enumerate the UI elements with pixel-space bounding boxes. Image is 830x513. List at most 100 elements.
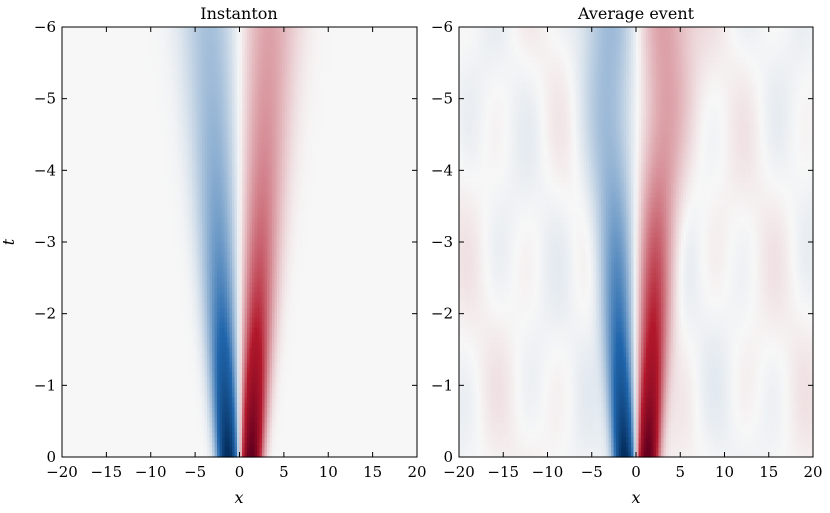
heatmap-cell	[157, 442, 161, 448]
heatmap-cell	[309, 447, 313, 453]
heatmap-cell	[64, 437, 68, 443]
heatmap-cell	[322, 427, 326, 433]
heatmap-cell	[142, 437, 146, 443]
heatmap-cell	[342, 447, 346, 453]
heatmap-cell	[174, 417, 178, 423]
heatmap-cell	[302, 437, 306, 443]
heatmap-cell	[392, 427, 396, 433]
heatmap-cell	[249, 432, 253, 438]
heatmap-cell	[82, 447, 86, 453]
heatmap-cell	[272, 417, 276, 423]
heatmap-cell	[187, 422, 191, 428]
heatmap-cell	[107, 437, 111, 443]
heatmap-cell	[387, 422, 391, 428]
heatmap-cell	[104, 417, 108, 423]
heatmap-cell	[117, 427, 121, 433]
heatmap-cell	[252, 417, 256, 423]
heatmap-cell	[264, 452, 268, 458]
heatmap-cell	[197, 447, 201, 453]
heatmap-cell	[294, 452, 298, 458]
heatmap-cell	[337, 427, 341, 433]
heatmap-cell	[407, 427, 411, 433]
heatmap-cell	[347, 437, 351, 443]
heatmap-cell	[229, 417, 233, 423]
heatmap-cell	[222, 447, 226, 453]
heatmap-cell	[119, 427, 123, 433]
heatmap-cell	[364, 452, 368, 458]
heatmap-cell	[372, 442, 376, 448]
heatmap-cell	[327, 447, 331, 453]
heatmap-cell	[292, 432, 296, 438]
heatmap-cell	[409, 422, 413, 428]
heatmap-cell	[202, 432, 206, 438]
heatmap-cell	[397, 427, 401, 433]
heatmap-cell	[92, 417, 96, 423]
heatmap-cell	[347, 442, 351, 448]
heatmap-cell	[94, 417, 98, 423]
heatmap-cell	[399, 417, 403, 423]
heatmap-cell	[302, 447, 306, 453]
heatmap-cell	[92, 432, 96, 438]
heatmap-cell	[362, 427, 366, 433]
heatmap-cell	[212, 432, 216, 438]
heatmap-cell	[369, 437, 373, 443]
heatmap-cell	[247, 447, 251, 453]
heatmap-cell	[92, 442, 96, 448]
heatmap-cell	[117, 412, 121, 418]
heatmap-cell	[414, 442, 418, 448]
heatmap-cell	[122, 412, 126, 418]
heatmap-cell	[344, 432, 348, 438]
heatmap-cell	[232, 417, 236, 423]
heatmap-cell	[367, 442, 371, 448]
heatmap-cell	[319, 452, 323, 458]
heatmap-cell	[327, 422, 331, 428]
heatmap-cell	[157, 417, 161, 423]
heatmap-cell	[152, 412, 156, 418]
heatmap-cell	[87, 437, 91, 443]
heatmap-cell	[402, 432, 406, 438]
heatmap-cell	[232, 442, 236, 448]
heatmap-cell	[277, 452, 281, 458]
heatmap-cell	[167, 447, 171, 453]
heatmap-cell	[314, 442, 318, 448]
heatmap-cell	[67, 427, 71, 433]
heatmap-cell	[137, 427, 141, 433]
heatmap-cell	[334, 442, 338, 448]
heatmap-cell	[369, 442, 373, 448]
heatmap-cell	[132, 412, 136, 418]
heatmap-cell	[362, 447, 366, 453]
heatmap-cell	[167, 452, 171, 458]
heatmap-cell	[382, 417, 386, 423]
heatmap-cell	[394, 432, 398, 438]
heatmap-cell	[337, 417, 341, 423]
heatmap-cell	[109, 417, 113, 423]
heatmap-cell	[274, 437, 278, 443]
heatmap-cell	[189, 432, 193, 438]
heatmap-cell	[132, 447, 136, 453]
heatmap-cell	[209, 422, 213, 428]
heatmap-cell	[129, 422, 133, 428]
heatmap-cell	[179, 417, 183, 423]
heatmap-cell	[179, 442, 183, 448]
heatmap-cell	[184, 417, 188, 423]
heatmap-cell	[94, 452, 98, 458]
heatmap-cell	[127, 412, 131, 418]
heatmap-cell	[292, 422, 296, 428]
heatmap-cell	[87, 422, 91, 428]
heatmap-cell	[232, 422, 236, 428]
heatmap-cell	[112, 437, 116, 443]
heatmap-cell	[189, 442, 193, 448]
heatmap-cell	[377, 437, 381, 443]
heatmap-cell	[244, 422, 248, 428]
heatmap-cell	[277, 437, 281, 443]
heatmap-cell	[294, 427, 298, 433]
heatmap-cell	[312, 427, 316, 433]
heatmap-cell	[154, 447, 158, 453]
heatmap-cell	[99, 417, 103, 423]
heatmap-cell	[104, 422, 108, 428]
heatmap-cell	[179, 437, 183, 443]
heatmap-cell	[264, 442, 268, 448]
heatmap-cell	[154, 427, 158, 433]
heatmap-cell	[342, 422, 346, 428]
